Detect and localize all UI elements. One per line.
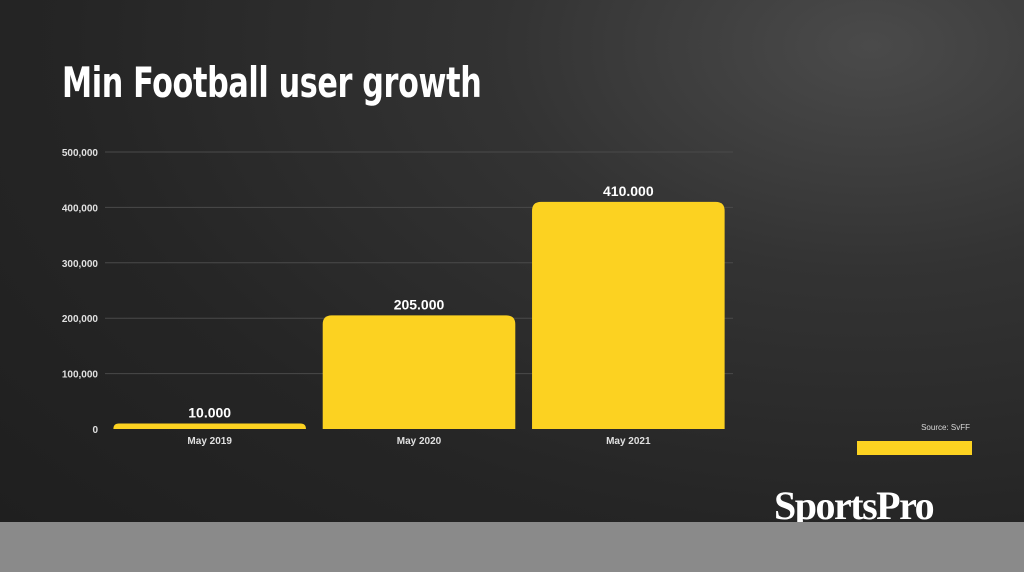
y-tick-label: 300,000 <box>62 259 99 270</box>
chart-title: Min Football user growth <box>62 58 482 107</box>
legend-swatch <box>857 441 972 455</box>
y-tick-label: 200,000 <box>62 314 99 325</box>
bar <box>113 423 306 429</box>
source-note: Source: SvFF <box>921 423 970 432</box>
value-labels: 10.000 205.000 410.000 <box>188 183 654 421</box>
data-label: 205.000 <box>394 296 445 312</box>
x-tick-label: May 2020 <box>397 436 442 447</box>
data-label: 410.000 <box>603 183 654 199</box>
y-axis-ticks: 0 100,000 200,000 300,000 400,000 500,000 <box>62 148 99 436</box>
bottom-band <box>0 522 1024 572</box>
y-tick-label: 0 <box>92 425 98 436</box>
data-label: 10.000 <box>188 404 231 420</box>
y-tick-label: 500,000 <box>62 148 99 159</box>
x-tick-label: May 2021 <box>606 436 651 447</box>
bar <box>322 315 516 429</box>
y-tick-label: 400,000 <box>62 203 99 214</box>
x-axis-ticks: May 2019 May 2020 May 2021 <box>187 436 651 447</box>
sportspro-logo: SportsPro <box>774 483 935 528</box>
y-tick-label: 100,000 <box>62 370 99 381</box>
bars <box>113 201 725 429</box>
x-tick-label: May 2019 <box>187 436 232 447</box>
bar <box>532 201 725 429</box>
